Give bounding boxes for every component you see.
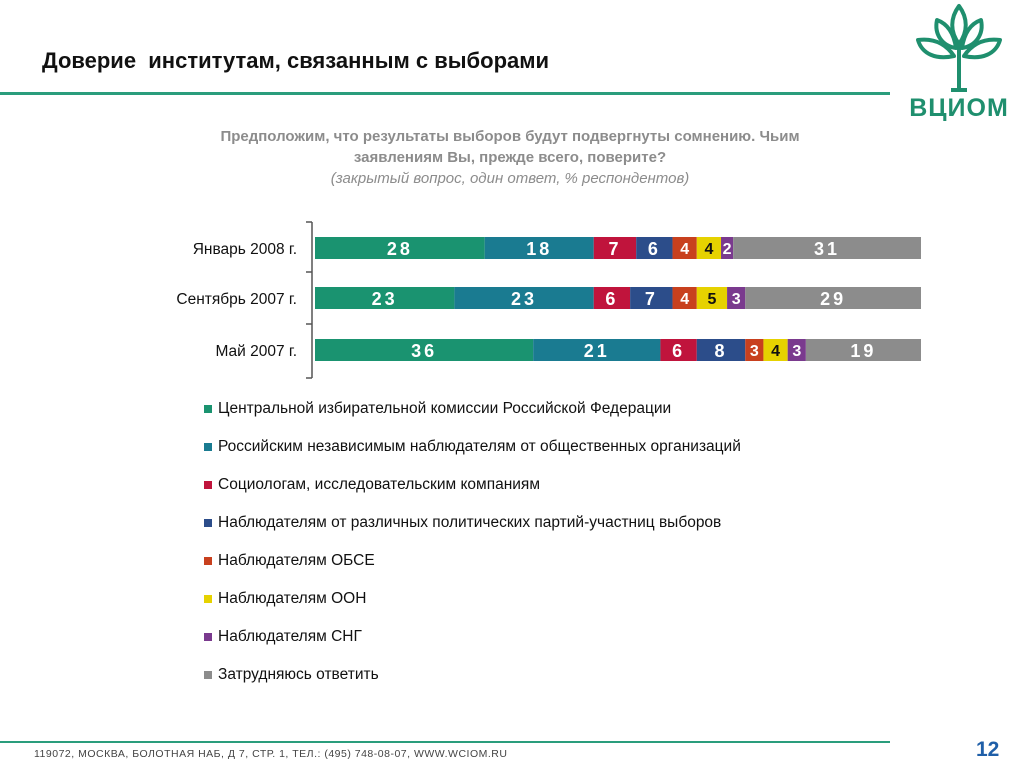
legend-label: Российским независимым наблюдателям от о… xyxy=(218,438,741,455)
logo-text: ВЦИОМ xyxy=(909,94,1009,122)
legend-swatch xyxy=(204,595,212,603)
data-label: 2 xyxy=(723,241,732,258)
bar-segment xyxy=(484,237,594,259)
legend-swatch xyxy=(204,481,212,489)
bar-segment xyxy=(315,287,455,309)
bar-segment xyxy=(672,287,697,309)
data-label: 28 xyxy=(387,239,413,259)
bar-segment xyxy=(696,287,728,309)
bar-segment xyxy=(660,339,697,361)
question-note: (закрытый вопрос, один ответ, % респонде… xyxy=(330,170,690,187)
bar-segment xyxy=(733,237,921,259)
legend-swatch xyxy=(204,633,212,641)
data-label: 4 xyxy=(704,241,713,258)
legend-swatch xyxy=(204,519,212,527)
chart-legend: Центральной избирательной комиссии Росси… xyxy=(204,390,741,694)
data-label: 7 xyxy=(645,289,658,309)
data-label: 21 xyxy=(584,341,610,361)
data-label: 3 xyxy=(792,343,801,360)
bar-segment xyxy=(636,237,673,259)
category-label: Май 2007 г. xyxy=(215,343,297,360)
legend-label: Наблюдателям ОБСЕ xyxy=(218,552,375,569)
data-label: 3 xyxy=(750,343,759,360)
legend-swatch xyxy=(204,405,212,413)
data-label: 4 xyxy=(680,241,689,258)
data-label: 31 xyxy=(814,239,840,259)
data-label: 29 xyxy=(820,289,846,309)
legend-item: Наблюдателям от различных политических п… xyxy=(204,504,741,542)
bar-segment xyxy=(787,339,806,361)
legend-label: Наблюдателям СНГ xyxy=(218,628,362,645)
legend-label: Центральной избирательной комиссии Росси… xyxy=(218,400,672,417)
data-label: 23 xyxy=(511,289,537,309)
legend-item: Российским независимым наблюдателям от о… xyxy=(204,428,741,466)
legend-swatch xyxy=(204,557,212,565)
category-label: Сентябрь 2007 г. xyxy=(176,291,297,308)
legend-item: Затрудняюсь ответить xyxy=(204,656,741,694)
bar-segment xyxy=(630,287,673,309)
question-line-1: Предположим, что результаты выборов буду… xyxy=(220,128,800,145)
bar-segment xyxy=(763,339,788,361)
bar-segment xyxy=(721,237,734,259)
footer-address: 119072, МОСКВА, БОЛОТНАЯ НАБ, Д 7, СТР. … xyxy=(34,748,508,760)
bar-segment xyxy=(593,287,631,309)
legend-label: Социологам, исследовательским компаниям xyxy=(218,476,540,493)
bar-segment xyxy=(672,237,697,259)
data-label: 3 xyxy=(732,291,741,308)
bar-segment xyxy=(454,287,594,309)
data-label: 5 xyxy=(707,291,716,308)
bar-segment xyxy=(727,287,746,309)
data-label: 18 xyxy=(526,239,552,259)
tree-logo-icon xyxy=(916,4,1002,92)
data-label: 4 xyxy=(680,291,689,308)
legend-item: Наблюдателям СНГ xyxy=(204,618,741,656)
data-label: 6 xyxy=(672,341,685,361)
legend-label: Наблюдателям ООН xyxy=(218,590,367,607)
bar-segment xyxy=(533,339,661,361)
legend-item: Наблюдателям ООН xyxy=(204,580,741,618)
title-divider xyxy=(0,92,890,95)
question-line-2: заявлениям Вы, прежде всего, поверите? xyxy=(353,149,667,166)
data-label: 6 xyxy=(605,289,618,309)
data-label: 8 xyxy=(715,341,728,361)
legend-item: Центральной избирательной комиссии Росси… xyxy=(204,390,741,428)
legend-swatch xyxy=(204,671,212,679)
legend-item: Наблюдателям ОБСЕ xyxy=(204,542,741,580)
data-label: 19 xyxy=(850,341,876,361)
bar-segment xyxy=(696,339,746,361)
data-label: 23 xyxy=(372,289,398,309)
survey-question: Предположим, что результаты выборов буду… xyxy=(150,126,870,189)
bar-segment xyxy=(593,237,637,259)
legend-item: Социологам, исследовательским компаниям xyxy=(204,466,741,504)
category-label: Январь 2008 г. xyxy=(193,241,297,258)
bar-segment xyxy=(315,339,534,361)
data-label: 4 xyxy=(771,343,780,360)
data-label: 7 xyxy=(608,239,621,259)
legend-label: Наблюдателям от различных политических п… xyxy=(218,514,722,531)
data-label: 36 xyxy=(411,341,437,361)
bar-segment xyxy=(315,237,485,259)
page-number: 12 xyxy=(976,738,1000,761)
page-title: Доверие институтам, связанным с выборами xyxy=(42,48,550,73)
bar-segment xyxy=(745,339,764,361)
legend-swatch xyxy=(204,443,212,451)
bar-segment xyxy=(805,339,921,361)
bar-segment xyxy=(745,287,921,309)
data-label: 6 xyxy=(648,239,661,259)
footer-divider xyxy=(0,741,890,743)
wciom-logo: ВЦИОМ xyxy=(904,2,1014,122)
legend-label: Затрудняюсь ответить xyxy=(218,666,379,683)
bar-segment xyxy=(696,237,722,259)
